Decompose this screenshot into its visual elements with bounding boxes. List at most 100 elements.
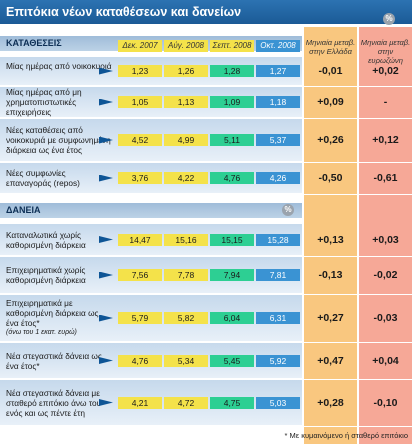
- change-eurozone-header: Μηνιαία μεταβ. στην ευρωζώνη: [360, 38, 411, 65]
- row-label: Νέες συμφωνίες επαναγοράς (repos): [6, 168, 112, 188]
- rate-value: 6,31: [256, 312, 300, 324]
- change-greece-value: +0,13: [317, 233, 344, 246]
- rate-value: 7,81: [256, 269, 300, 281]
- row-label-text: Επιχειρηματικά με καθορισμένη διάρκεια ω…: [6, 298, 99, 328]
- change-eurozone-value: -: [383, 96, 388, 108]
- footnote: * Με κυμαινόμενο ή σταθερό επιτόκιο: [284, 431, 408, 440]
- change-greece-header: Μηνιαία μεταβ. στην Ελλάδα: [305, 38, 356, 56]
- arrow-right-icon: [99, 314, 113, 322]
- row-label-text: Νέα στεγαστικά δάνεια με σταθερό επιτόκι…: [6, 387, 102, 418]
- change-greece-value: -0,13: [318, 269, 343, 281]
- rate-value: 1,26: [164, 65, 208, 77]
- rate-value: 7,56: [118, 269, 162, 281]
- row-divider: [0, 426, 412, 427]
- arrow-right-icon: [99, 236, 113, 243]
- row-divider: [0, 342, 412, 343]
- arrow-right-icon: [99, 136, 113, 144]
- row-label-text: Νέες καταθέσεις από νοικοκυριά με συμφων…: [6, 125, 111, 155]
- row-label: Νέα στεγαστικά δάνεια ως ένα έτος*: [6, 351, 112, 371]
- period-header: Δεκ. 2007: [118, 40, 162, 52]
- rate-value: 4,21: [118, 396, 162, 409]
- change-greece-value: +0,09: [317, 96, 344, 108]
- change-greece-value: +0,47: [317, 354, 344, 367]
- row-label-text: Επιχειρηματικά χωρίς καθορισμένη διάρκει…: [6, 265, 86, 285]
- arrow-right-icon: [99, 98, 113, 106]
- rate-value: 4,99: [164, 134, 208, 146]
- rate-value: 4,75: [210, 396, 254, 409]
- row-divider: [0, 256, 412, 257]
- row-label-text: Μίας ημέρας από μη χρηματοπιστωτικές επι…: [6, 87, 82, 117]
- period-header: Σεπτ. 2008: [210, 40, 254, 52]
- section-header-loans: ΔΑΝΕΙΑ: [0, 203, 302, 218]
- rate-value: 15,15: [210, 233, 254, 246]
- row-divider: [0, 379, 412, 380]
- change-greece-value: +0,27: [317, 312, 344, 324]
- row-label-text: Καταναλωτικά χωρίς καθορισμένη διάρκεια: [6, 229, 86, 250]
- row-divider: [0, 86, 412, 87]
- rate-value: 4,76: [210, 172, 254, 184]
- row-label: Καταναλωτικά χωρίς καθορισμένη διάρκεια: [6, 230, 112, 250]
- rate-value: 5,92: [256, 354, 300, 367]
- rate-value: 5,79: [118, 312, 162, 324]
- rate-value: 5,03: [256, 396, 300, 409]
- change-greece-value: +0,28: [317, 396, 344, 409]
- rate-value: 1,27: [256, 65, 300, 77]
- change-eurozone-value: -0,10: [373, 396, 398, 409]
- rate-value: 7,94: [210, 269, 254, 281]
- rate-value: 1,23: [118, 65, 162, 77]
- section-label: ΚΑΤΑΘΕΣΕΙΣ: [6, 38, 62, 48]
- row-label-text: Νέες συμφωνίες επαναγοράς (repos): [6, 168, 80, 188]
- rate-value: 5,45: [210, 354, 254, 367]
- section-label: ΔΑΝΕΙΑ: [6, 205, 41, 215]
- change-greece-value: +0,26: [317, 134, 344, 146]
- change-greece-value: -0,01: [318, 65, 343, 77]
- rate-value: 4,52: [118, 134, 162, 146]
- change-eurozone-value: +0,12: [372, 134, 399, 146]
- table-title: Επιτόκια νέων καταθέσεων και δανείων: [0, 0, 412, 24]
- arrow-right-icon: [99, 271, 113, 279]
- rate-value: 5,11: [210, 134, 254, 146]
- arrow-right-icon: [99, 357, 113, 364]
- rate-value: 5,82: [164, 312, 208, 324]
- arrow-right-icon: [99, 399, 113, 406]
- rate-value: 4,22: [164, 172, 208, 184]
- change-eurozone-column: [359, 27, 412, 444]
- row-label-text: Μίας ημέρας από νοικοκυριά: [6, 61, 112, 71]
- row-label: Μίας ημέρας από μη χρηματοπιστωτικές επι…: [6, 87, 112, 117]
- rate-value: 15,16: [164, 233, 208, 246]
- rate-value: 5,34: [164, 354, 208, 367]
- row-divider: [0, 162, 412, 163]
- arrow-right-icon: [99, 67, 113, 75]
- period-header: Οκτ. 2008: [256, 40, 300, 52]
- rate-value: 1,13: [164, 96, 208, 108]
- row-label-text: Νέα στεγαστικά δάνεια ως ένα έτος*: [6, 350, 102, 371]
- rate-value: 4,76: [118, 354, 162, 367]
- change-eurozone-value: +0,04: [372, 354, 399, 367]
- row-divider: [0, 194, 412, 195]
- rate-value: 4,26: [256, 172, 300, 184]
- change-greece-column: [304, 27, 357, 444]
- rate-value: 6,04: [210, 312, 254, 324]
- row-divider: [0, 118, 412, 119]
- row-divider: [0, 294, 412, 295]
- row-label: Νέες καταθέσεις από νοικοκυριά με συμφων…: [6, 125, 112, 155]
- row-label: Επιχειρηματικά με καθορισμένη διάρκεια ω…: [6, 298, 112, 338]
- row-label: Μίας ημέρας από νοικοκυριά: [6, 61, 112, 71]
- rate-value: 14,47: [118, 233, 162, 246]
- change-eurozone-value: +0,02: [372, 65, 399, 77]
- rate-value: 1,05: [118, 96, 162, 108]
- rate-value: 7,78: [164, 269, 208, 281]
- arrow-right-icon: [99, 174, 113, 182]
- change-eurozone-value: -0,61: [373, 172, 398, 184]
- rate-value: 15,28: [256, 233, 300, 246]
- period-header: Αύγ. 2008: [164, 40, 208, 52]
- change-greece-value: -0,50: [318, 172, 343, 184]
- percent-badge-icon: %: [282, 204, 294, 216]
- rate-value: 4,72: [164, 396, 208, 409]
- row-label: Νέα στεγαστικά δάνεια με σταθερό επιτόκι…: [6, 388, 112, 418]
- rate-value: 1,18: [256, 96, 300, 108]
- rate-value: 3,76: [118, 172, 162, 184]
- row-note: (όνω του 1 εκατ. ευρώ): [6, 329, 77, 336]
- change-eurozone-value: +0,03: [372, 233, 399, 246]
